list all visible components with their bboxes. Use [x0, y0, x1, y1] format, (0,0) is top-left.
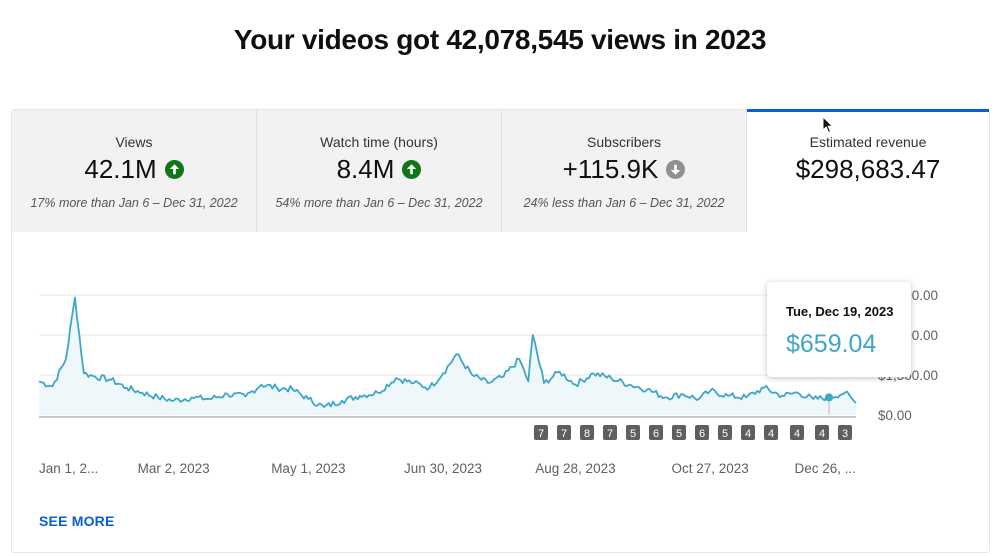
video-marker[interactable]: 4: [764, 425, 778, 440]
mouse-cursor-icon: [822, 116, 834, 134]
svg-text:4: 4: [794, 428, 800, 440]
tab-watch-time[interactable]: Watch time (hours) 8.4M 54% more than Ja…: [257, 110, 502, 232]
tab-value: +115.9K: [562, 154, 659, 184]
video-marker[interactable]: 6: [649, 425, 663, 440]
svg-text:4: 4: [745, 428, 751, 440]
tab-subscribers[interactable]: Subscribers +115.9K 24% less than Jan 6 …: [502, 110, 747, 232]
svg-text:4: 4: [768, 428, 774, 440]
svg-text:8: 8: [584, 428, 590, 440]
svg-text:7: 7: [538, 428, 544, 440]
video-marker[interactable]: 4: [741, 425, 755, 440]
tab-views[interactable]: Views 42.1M 17% more than Jan 6 – Dec 31…: [12, 110, 257, 232]
tab-value-row: $298,683.47: [747, 154, 989, 185]
video-marker[interactable]: 4: [790, 425, 804, 440]
x-tick-label: Dec 26, ...: [794, 461, 856, 476]
tab-label: Subscribers: [587, 134, 661, 150]
svg-text:7: 7: [607, 428, 613, 440]
svg-text:6: 6: [653, 428, 659, 440]
x-tick-label: Mar 2, 2023: [138, 461, 210, 476]
x-tick-label: Oct 27, 2023: [671, 461, 748, 476]
svg-text:5: 5: [676, 428, 682, 440]
video-marker[interactable]: 7: [557, 425, 571, 440]
tab-label: Estimated revenue: [809, 134, 927, 150]
svg-text:5: 5: [722, 428, 728, 440]
tab-comparison: 17% more than Jan 6 – Dec 31, 2022: [30, 196, 238, 210]
video-marker[interactable]: 5: [718, 425, 732, 440]
tab-value-row: 42.1M: [12, 154, 256, 185]
metric-tabs: Views 42.1M 17% more than Jan 6 – Dec 31…: [12, 109, 989, 232]
arrow-up-circle-icon: [402, 160, 422, 179]
video-marker[interactable]: 5: [672, 425, 686, 440]
tab-value: 8.4M: [336, 154, 395, 184]
video-marker[interactable]: 5: [626, 425, 640, 440]
x-tick-label: May 1, 2023: [271, 461, 345, 476]
video-marker[interactable]: 3: [838, 425, 852, 440]
see-more-link[interactable]: SEE MORE: [39, 513, 115, 529]
tab-comparison: 24% less than Jan 6 – Dec 31, 2022: [523, 196, 725, 210]
tab-value: 42.1M: [84, 154, 157, 184]
y-tick-label: $0.00: [878, 408, 912, 423]
tab-estimated-revenue[interactable]: Estimated revenue $298,683.47: [747, 109, 989, 232]
revenue-area: [39, 297, 856, 415]
tooltip-date: Tue, Dec 19, 2023: [786, 304, 894, 319]
tab-label: Views: [115, 134, 153, 150]
video-marker[interactable]: 6: [695, 425, 709, 440]
svg-text:3: 3: [842, 428, 848, 440]
arrow-down-circle-icon: [666, 160, 686, 179]
svg-text:6: 6: [699, 428, 705, 440]
svg-text:7: 7: [561, 428, 567, 440]
svg-text:4: 4: [819, 428, 825, 440]
chart-tooltip: Tue, Dec 19, 2023 $659.04: [767, 282, 911, 377]
x-tick-label: Jun 30, 2023: [404, 461, 482, 476]
tab-value: $298,683.47: [795, 154, 941, 184]
revenue-line: [38, 296, 857, 408]
x-axis-ticks: Jan 1, 2... Mar 2, 2023 May 1, 2023 Jun 30,…: [39, 461, 856, 476]
tab-value-row: +115.9K: [502, 154, 746, 185]
tab-label: Watch time (hours): [320, 134, 438, 150]
video-marker[interactable]: 7: [534, 425, 548, 440]
tab-value-row: 8.4M: [257, 154, 501, 185]
tab-comparison: 54% more than Jan 6 – Dec 31, 2022: [275, 196, 483, 210]
video-publish-markers: 7 7 8 7 5 6 5 6 5 4 4 4 4 3: [534, 425, 852, 440]
tooltip-value: $659.04: [786, 330, 877, 358]
arrow-up-circle-icon: [164, 160, 184, 179]
svg-text:5: 5: [630, 428, 636, 440]
page-title: Your videos got 42,078,545 views in 2023: [233, 24, 767, 55]
video-marker[interactable]: 4: [815, 425, 829, 440]
video-marker[interactable]: 7: [603, 425, 617, 440]
hover-point[interactable]: [825, 393, 834, 402]
x-tick-label: Jan 1, 2...: [39, 461, 98, 476]
video-marker[interactable]: 8: [580, 425, 594, 440]
x-tick-label: Aug 28, 2023: [535, 461, 615, 476]
